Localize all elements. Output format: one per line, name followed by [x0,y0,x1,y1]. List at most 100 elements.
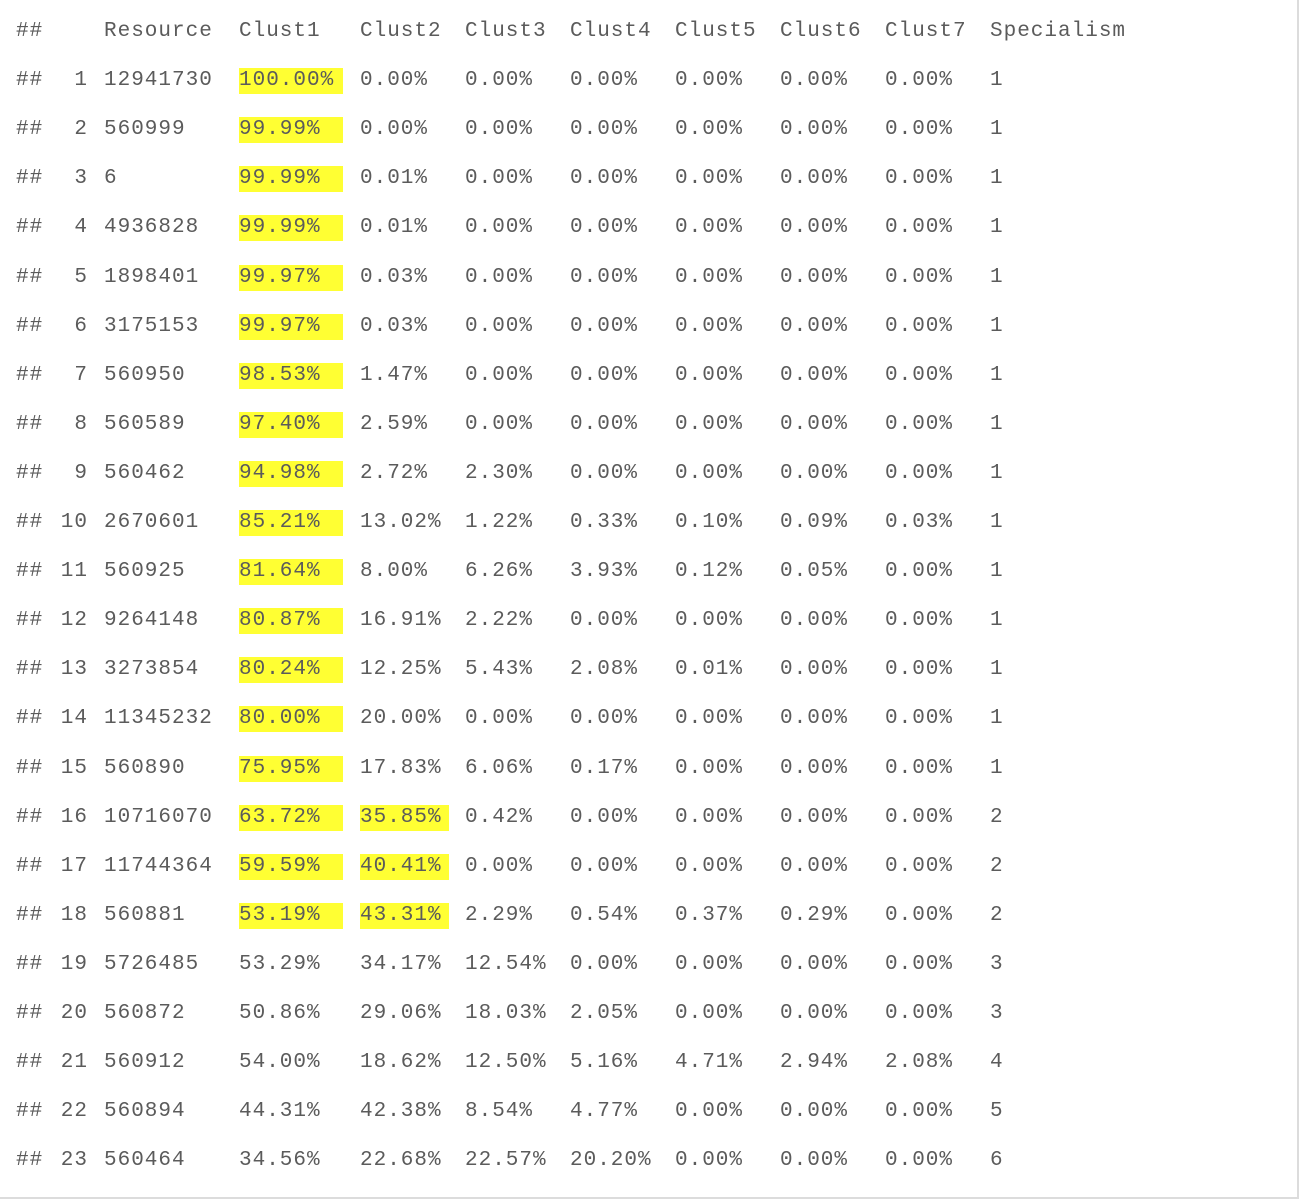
clust7-cell: 0.00% [885,658,954,682]
specialism-cell: 1 [990,265,1004,289]
clust6-cell: 0.00% [780,265,849,289]
specialism-cell: 1 [990,707,1004,731]
row-index: 12 [60,609,88,633]
clust7-cell: 0.00% [885,1100,954,1124]
clust5-cell: 0.00% [675,314,744,338]
specialism-cell: 1 [990,412,1004,436]
clust4-cell: 0.54% [570,903,639,927]
clust2-cell: 8.00% [360,560,429,584]
clust3-cell: 22.57% [465,1149,547,1173]
row-index: 5 [74,265,88,289]
resource-cell: 3175153 [104,314,200,338]
clust3-cell: 6.06% [465,756,534,780]
clust7-cell: 0.00% [885,69,954,93]
clust6-cell: 0.00% [780,118,849,142]
clust2-cell: 18.62% [360,1051,442,1075]
clust7-cell: 0.00% [885,609,954,633]
clust1-cell: 97.40% [239,411,343,438]
clust1-cell: 44.31% [239,1100,321,1124]
row-prefix: ## [16,118,44,142]
resource-cell: 4936828 [104,216,200,240]
row-index: 3 [74,167,88,191]
clust3-cell: 12.50% [465,1051,547,1075]
clust2-cell: 34.17% [360,952,442,976]
row-prefix: ## [16,20,44,43]
row-prefix: ## [16,805,44,829]
resource-cell: 9264148 [104,609,200,633]
clust4-cell: 0.00% [570,118,639,142]
clust7-cell: 0.03% [885,511,954,534]
clust5-cell: 0.00% [675,1002,744,1025]
clust3-cell: 18.03% [465,1002,547,1025]
resource-cell: 560881 [104,903,186,927]
clust5-cell: 0.00% [675,216,744,240]
clust4-cell: 2.08% [570,658,639,682]
clust1-cell: 63.72% [239,804,343,831]
clust2-cell: 43.31% [360,902,449,929]
row-index: 7 [74,363,88,387]
clust3-cell: 6.26% [465,560,534,584]
clust5-cell: 0.37% [675,903,744,927]
row-index: 13 [60,658,88,682]
clust5-cell: 4.71% [675,1051,744,1075]
row-prefix: ## [16,658,44,682]
resource-cell: 11345232 [104,707,213,731]
row-prefix: ## [16,412,44,436]
clust1-cell: 80.00% [239,706,343,733]
specialism-cell: 1 [990,461,1004,485]
row-index: 19 [60,952,88,976]
clust3-cell: 0.42% [465,805,534,829]
clust3-cell: 0.00% [465,69,534,93]
row-prefix: ## [16,1051,44,1075]
clust1-cell: 85.21% [239,510,343,536]
clust2-cell: 13.02% [360,511,442,534]
clust7-cell: 0.00% [885,1002,954,1025]
clust6-cell: 0.09% [780,511,849,534]
clust1-cell: 99.97% [239,264,343,291]
clust1-cell: 80.87% [239,608,343,635]
row-index: 10 [60,511,88,534]
clust4-cell: 3.93% [570,560,639,584]
clust4-cell: 0.00% [570,461,639,485]
clust7-cell: 0.00% [885,118,954,142]
row-prefix: ## [16,1002,44,1025]
row-index: 22 [60,1100,88,1124]
column-header-specialism: Specialism [990,20,1127,43]
clust7-cell: 0.00% [885,805,954,829]
clust4-cell: 20.20% [570,1149,652,1173]
clust4-cell: 4.77% [570,1100,639,1124]
resource-cell: 560872 [104,1002,186,1025]
clust1-cell: 54.00% [239,1051,321,1075]
clust2-cell: 40.41% [360,853,449,880]
clust7-cell: 0.00% [885,265,954,289]
resource-cell: 560950 [104,363,186,387]
clust3-cell: 0.00% [465,118,534,142]
clust7-cell: 0.00% [885,952,954,976]
clust2-cell: 35.85% [360,804,449,831]
clust1-cell: 53.29% [239,952,321,976]
row-prefix: ## [16,609,44,633]
clust5-cell: 0.00% [675,461,744,485]
clust6-cell: 0.29% [780,903,849,927]
clust6-cell: 0.00% [780,216,849,240]
clust7-cell: 0.00% [885,216,954,240]
resource-cell: 2670601 [104,511,200,534]
clust6-cell: 0.00% [780,461,849,485]
clust3-cell: 8.54% [465,1100,534,1124]
clust6-cell: 0.05% [780,560,849,584]
clust6-cell: 0.00% [780,658,849,682]
row-index: 15 [60,756,88,780]
clust2-cell: 0.03% [360,314,429,338]
specialism-cell: 1 [990,756,1004,780]
resource-cell: 560925 [104,560,186,584]
clust5-cell: 0.00% [675,1100,744,1124]
clust6-cell: 0.00% [780,854,849,878]
resource-cell: 560589 [104,412,186,436]
row-prefix: ## [16,167,44,191]
clust4-cell: 0.00% [570,707,639,731]
clust6-cell: 0.00% [780,1002,849,1025]
clust2-cell: 0.01% [360,216,429,240]
clust7-cell: 0.00% [885,314,954,338]
column-header-clust1: Clust1 [239,20,321,43]
clust5-cell: 0.00% [675,952,744,976]
